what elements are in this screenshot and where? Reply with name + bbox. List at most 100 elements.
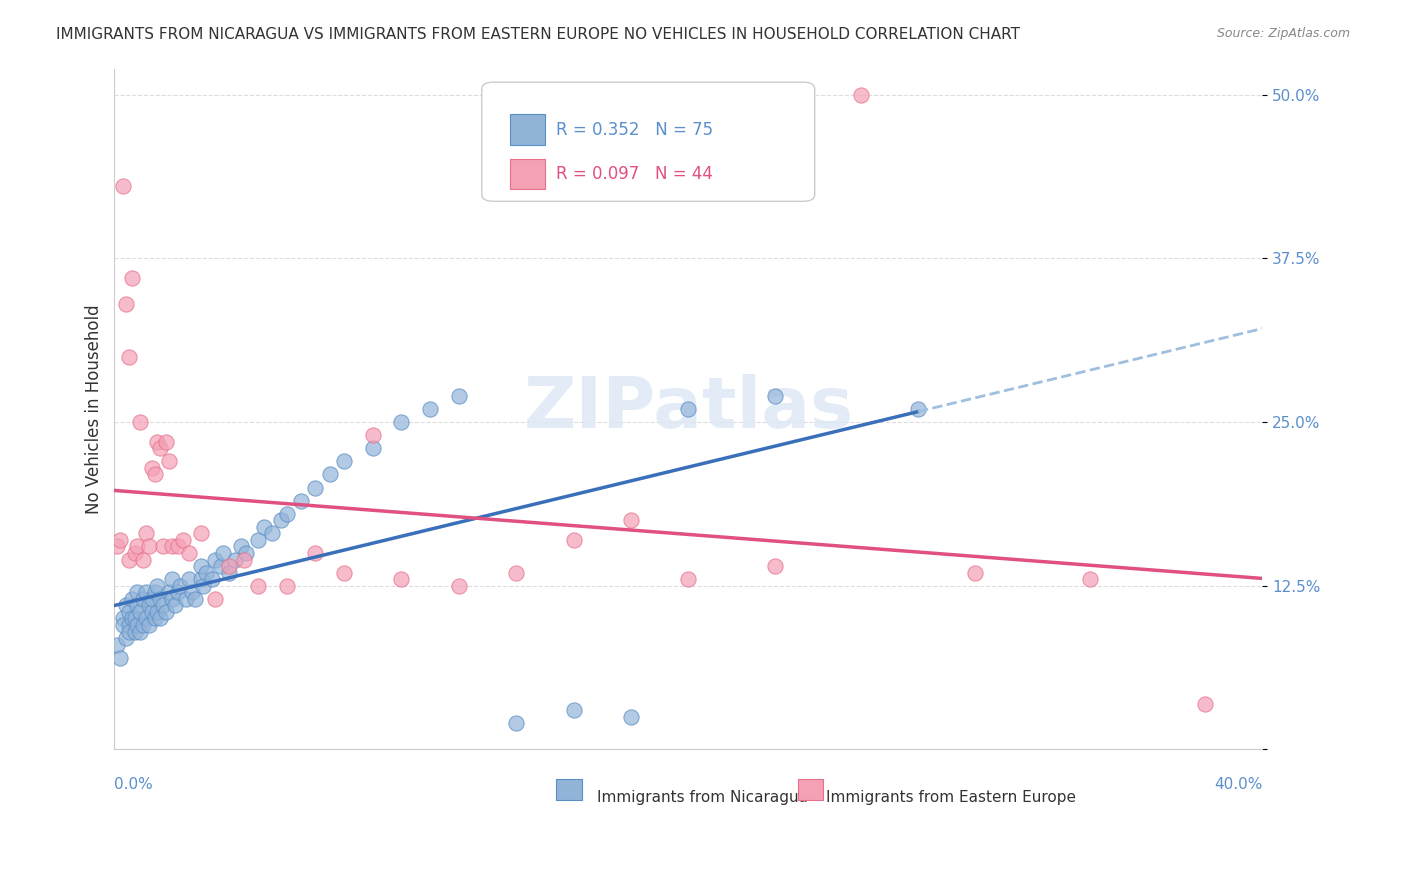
Immigrants from Eastern Europe bbox=[157, 454, 180, 468]
Immigrants from Eastern Europe bbox=[105, 540, 128, 554]
Immigrants from Nicaragua bbox=[157, 585, 180, 599]
Immigrants from Nicaragua bbox=[218, 566, 240, 580]
Immigrants from Eastern Europe bbox=[108, 533, 131, 547]
Immigrants from Eastern Europe bbox=[138, 540, 160, 554]
Immigrants from Nicaragua bbox=[763, 389, 786, 403]
Y-axis label: No Vehicles in Household: No Vehicles in Household bbox=[86, 304, 103, 514]
Immigrants from Nicaragua bbox=[184, 591, 207, 606]
Immigrants from Eastern Europe bbox=[447, 579, 470, 593]
Immigrants from Nicaragua bbox=[180, 585, 202, 599]
Immigrants from Nicaragua bbox=[318, 467, 340, 482]
Immigrants from Eastern Europe bbox=[177, 546, 200, 560]
Immigrants from Nicaragua bbox=[391, 415, 413, 429]
Immigrants from Nicaragua bbox=[229, 540, 252, 554]
Immigrants from Eastern Europe bbox=[190, 526, 212, 541]
Immigrants from Nicaragua bbox=[138, 618, 160, 632]
Immigrants from Nicaragua bbox=[212, 546, 235, 560]
Immigrants from Nicaragua bbox=[290, 493, 312, 508]
Immigrants from Nicaragua bbox=[190, 559, 212, 574]
Immigrants from Eastern Europe bbox=[141, 461, 163, 475]
Immigrants from Nicaragua bbox=[143, 585, 166, 599]
Immigrants from Nicaragua bbox=[304, 481, 326, 495]
Immigrants from Nicaragua bbox=[118, 605, 141, 619]
Immigrants from Nicaragua bbox=[132, 618, 155, 632]
Immigrants from Eastern Europe bbox=[143, 467, 166, 482]
Text: R = 0.097   N = 44: R = 0.097 N = 44 bbox=[557, 165, 713, 183]
Immigrants from Eastern Europe bbox=[849, 87, 872, 102]
Immigrants from Eastern Europe bbox=[155, 434, 177, 449]
Immigrants from Nicaragua bbox=[135, 611, 157, 625]
Immigrants from Nicaragua bbox=[361, 442, 384, 456]
Text: 40.0%: 40.0% bbox=[1215, 777, 1263, 792]
Immigrants from Eastern Europe bbox=[149, 442, 172, 456]
Immigrants from Eastern Europe bbox=[127, 540, 149, 554]
Immigrants from Nicaragua bbox=[129, 624, 152, 639]
Immigrants from Eastern Europe bbox=[118, 552, 141, 566]
Bar bbox=[510, 114, 546, 145]
Immigrants from Nicaragua bbox=[138, 599, 160, 613]
Immigrants from Nicaragua bbox=[195, 566, 218, 580]
Immigrants from Nicaragua bbox=[111, 618, 134, 632]
Immigrants from Eastern Europe bbox=[129, 415, 152, 429]
Immigrants from Eastern Europe bbox=[505, 566, 527, 580]
Immigrants from Nicaragua bbox=[166, 585, 188, 599]
Immigrants from Eastern Europe bbox=[152, 540, 174, 554]
Text: Immigrants from Eastern Europe: Immigrants from Eastern Europe bbox=[827, 790, 1076, 805]
Immigrants from Eastern Europe bbox=[132, 552, 155, 566]
Immigrants from Eastern Europe bbox=[218, 559, 240, 574]
Immigrants from Nicaragua bbox=[111, 611, 134, 625]
Immigrants from Eastern Europe bbox=[146, 434, 169, 449]
Immigrants from Nicaragua bbox=[209, 559, 232, 574]
Immigrants from Eastern Europe bbox=[304, 546, 326, 560]
Immigrants from Nicaragua bbox=[270, 513, 292, 527]
Immigrants from Nicaragua bbox=[907, 401, 929, 416]
Immigrants from Nicaragua bbox=[118, 618, 141, 632]
Immigrants from Nicaragua bbox=[105, 638, 128, 652]
Immigrants from Nicaragua bbox=[155, 605, 177, 619]
Immigrants from Nicaragua bbox=[141, 591, 163, 606]
Immigrants from Eastern Europe bbox=[1078, 572, 1101, 586]
Immigrants from Nicaragua bbox=[235, 546, 257, 560]
Immigrants from Eastern Europe bbox=[620, 513, 643, 527]
Immigrants from Nicaragua bbox=[146, 579, 169, 593]
Immigrants from Nicaragua bbox=[127, 585, 149, 599]
Immigrants from Nicaragua bbox=[204, 552, 226, 566]
Text: ZIPatlas: ZIPatlas bbox=[523, 375, 853, 443]
Immigrants from Nicaragua bbox=[121, 591, 143, 606]
Immigrants from Nicaragua bbox=[160, 591, 183, 606]
Immigrants from Nicaragua bbox=[262, 526, 284, 541]
Immigrants from Nicaragua bbox=[124, 611, 146, 625]
Bar bbox=[510, 159, 546, 189]
Immigrants from Eastern Europe bbox=[160, 540, 183, 554]
Immigrants from Nicaragua bbox=[333, 454, 356, 468]
Immigrants from Nicaragua bbox=[177, 572, 200, 586]
Immigrants from Nicaragua bbox=[419, 401, 441, 416]
Immigrants from Eastern Europe bbox=[118, 350, 141, 364]
FancyBboxPatch shape bbox=[482, 82, 814, 202]
Immigrants from Nicaragua bbox=[127, 618, 149, 632]
Immigrants from Eastern Europe bbox=[763, 559, 786, 574]
Immigrants from Nicaragua bbox=[118, 624, 141, 639]
Immigrants from Nicaragua bbox=[149, 611, 172, 625]
Immigrants from Nicaragua bbox=[121, 611, 143, 625]
Immigrants from Nicaragua bbox=[246, 533, 269, 547]
Immigrants from Nicaragua bbox=[276, 507, 298, 521]
Immigrants from Eastern Europe bbox=[121, 271, 143, 285]
Immigrants from Nicaragua bbox=[146, 605, 169, 619]
Immigrants from Eastern Europe bbox=[124, 546, 146, 560]
Immigrants from Nicaragua bbox=[678, 401, 700, 416]
Immigrants from Nicaragua bbox=[253, 520, 276, 534]
Immigrants from Nicaragua bbox=[190, 572, 212, 586]
Immigrants from Nicaragua bbox=[115, 631, 138, 645]
Immigrants from Nicaragua bbox=[129, 605, 152, 619]
Immigrants from Eastern Europe bbox=[678, 572, 700, 586]
Immigrants from Eastern Europe bbox=[111, 179, 134, 194]
Immigrants from Nicaragua bbox=[163, 599, 186, 613]
Text: Source: ZipAtlas.com: Source: ZipAtlas.com bbox=[1216, 27, 1350, 40]
Immigrants from Eastern Europe bbox=[333, 566, 356, 580]
Immigrants from Eastern Europe bbox=[166, 540, 188, 554]
Immigrants from Nicaragua bbox=[174, 591, 197, 606]
Immigrants from Nicaragua bbox=[169, 579, 191, 593]
Immigrants from Eastern Europe bbox=[1194, 697, 1216, 711]
Immigrants from Eastern Europe bbox=[204, 591, 226, 606]
